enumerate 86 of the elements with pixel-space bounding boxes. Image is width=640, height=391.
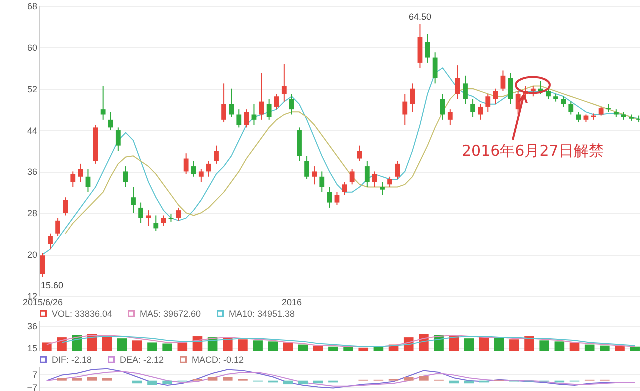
candlestick [395, 160, 400, 180]
candlestick [364, 160, 370, 188]
candlestick [116, 127, 121, 152]
candlestick [63, 197, 68, 216]
x-tick-label: 2016 [282, 298, 302, 308]
legend-label: DIF: -2.18 [52, 354, 92, 365]
candlestick [214, 145, 219, 164]
candlestick [40, 252, 46, 278]
candlestick [266, 98, 272, 120]
candlestick [463, 75, 468, 105]
candlestick [500, 70, 506, 92]
candlestick [206, 160, 212, 178]
candlestick [222, 83, 226, 124]
y-tick-label: 60 [27, 42, 38, 53]
legend-label: MA10: 34951.38 [229, 308, 296, 319]
candlestick [48, 233, 53, 250]
candlestick [372, 171, 378, 188]
candlestick [274, 94, 280, 110]
candlestick [530, 86, 536, 98]
candlestick [236, 109, 242, 128]
candlestick [244, 109, 250, 128]
candlestick [290, 94, 294, 116]
candlestick [146, 210, 152, 227]
candlestick [425, 34, 430, 64]
candlestick [350, 168, 355, 186]
y-tick-label: 68 [27, 2, 38, 12]
y-tick-label: 15 [27, 343, 38, 354]
candlestick [478, 104, 484, 120]
candlestick [357, 145, 362, 162]
legend-label: MACD: -0.12 [192, 354, 244, 365]
candlestick [410, 83, 416, 113]
candlestick [138, 202, 144, 224]
candlestick [576, 112, 582, 124]
candlestick [312, 166, 318, 186]
candlestick [78, 163, 84, 183]
y-tick-label: 52 [27, 84, 38, 94]
candlestick [161, 215, 166, 227]
candlestick [70, 171, 76, 188]
y-tick-label: 28 [27, 208, 38, 219]
legend-label: VOL: 33836.04 [52, 308, 113, 319]
candlestick [402, 94, 408, 126]
legend-label: DEA: -2.12 [120, 354, 164, 365]
annotation: 15.60 [40, 280, 64, 290]
x-tick-label: 2015/6/26 [22, 298, 63, 308]
candlestick [282, 64, 287, 102]
candlestick [154, 215, 159, 232]
candlestick [168, 214, 174, 222]
y-tick-label: 7 [32, 370, 38, 380]
candlestick [229, 88, 234, 118]
candlestick [198, 168, 204, 183]
candlestick [342, 182, 348, 196]
candlestick [508, 72, 514, 105]
candlestick [131, 186, 136, 214]
candlestick [432, 52, 438, 84]
y-tick-label: −7 [27, 382, 38, 391]
candlestick [124, 166, 128, 188]
candlestick [184, 153, 189, 175]
candlestick [440, 94, 446, 120]
candlestick [561, 96, 566, 108]
y-tick-label: 36 [27, 322, 38, 332]
y-tick-label: 36 [27, 167, 38, 178]
candlestick [568, 101, 574, 116]
candlestick [320, 171, 325, 193]
candlestick [334, 192, 340, 206]
candlestick [56, 218, 61, 237]
annotation: 64.50 [408, 12, 432, 22]
candlestick [100, 86, 106, 120]
candlestick [546, 88, 551, 100]
candlestick [448, 109, 453, 126]
candlestick [380, 182, 385, 196]
candlestick [176, 207, 182, 222]
candlestick [388, 176, 392, 188]
candlestick [108, 112, 114, 131]
annotation: 2016年6月27日解禁 [462, 142, 604, 161]
candlestick [327, 186, 332, 208]
candlestick [470, 98, 476, 118]
candlestick [304, 156, 310, 180]
y-tick-label: 44 [27, 126, 38, 136]
candlestick [456, 65, 460, 100]
legend-label: MA5: 39672.60 [140, 308, 202, 319]
candlestick [191, 160, 196, 178]
candlestick [259, 72, 264, 120]
candlestick [86, 168, 91, 193]
candlestick [493, 88, 498, 105]
candlestick [486, 94, 491, 113]
y-tick-label: 20 [27, 250, 38, 260]
